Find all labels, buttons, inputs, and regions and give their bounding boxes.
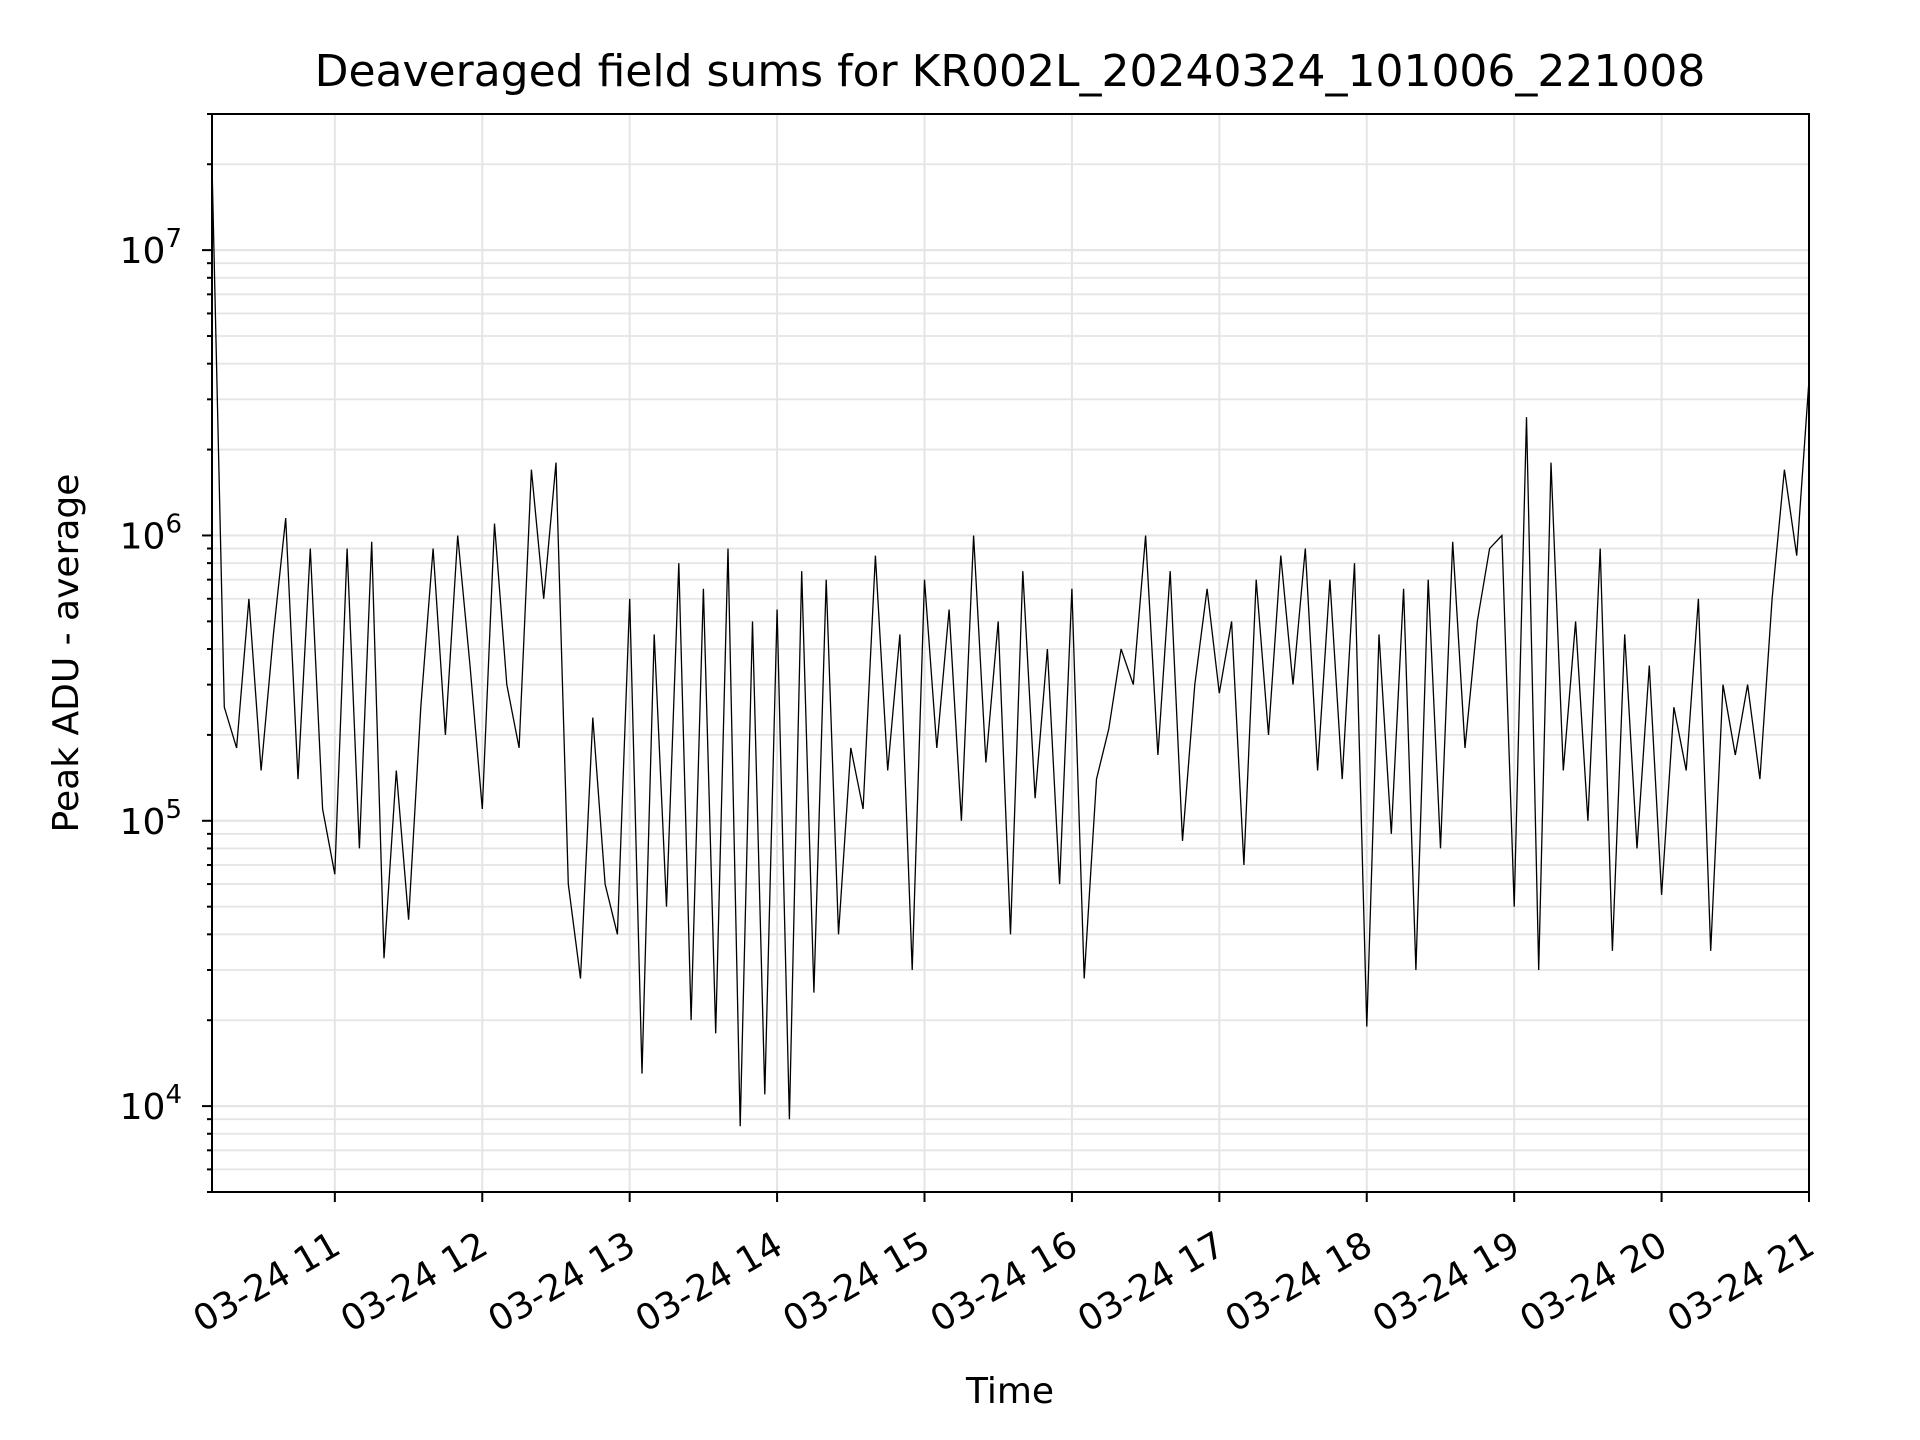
data-series <box>211 164 1810 1127</box>
y-tick-label: 104 <box>120 1080 182 1128</box>
x-axis-label: Time <box>965 1371 1054 1412</box>
grid-lines <box>212 113 1810 1193</box>
y-tick-label-base: 10 <box>120 231 166 272</box>
plot-frame <box>211 113 1810 1193</box>
y-tick-label: 107 <box>120 224 182 272</box>
y-tick-label-exponent: 7 <box>165 224 182 254</box>
y-tick-label: 106 <box>120 509 182 557</box>
y-tick-label-exponent: 6 <box>165 509 182 539</box>
chart-title: Deaveraged field sums for KR002L_2024032… <box>315 46 1706 97</box>
series-line <box>211 164 1810 1127</box>
y-tick-label-base: 10 <box>120 516 166 557</box>
y-axis-label: Peak ADU - average <box>46 474 87 833</box>
y-tick-label-exponent: 4 <box>165 1080 182 1110</box>
y-tick-label: 105 <box>120 795 182 843</box>
y-tick-label-base: 10 <box>120 802 166 843</box>
y-tick-label-base: 10 <box>120 1087 166 1128</box>
y-tick-label-exponent: 5 <box>165 795 182 825</box>
